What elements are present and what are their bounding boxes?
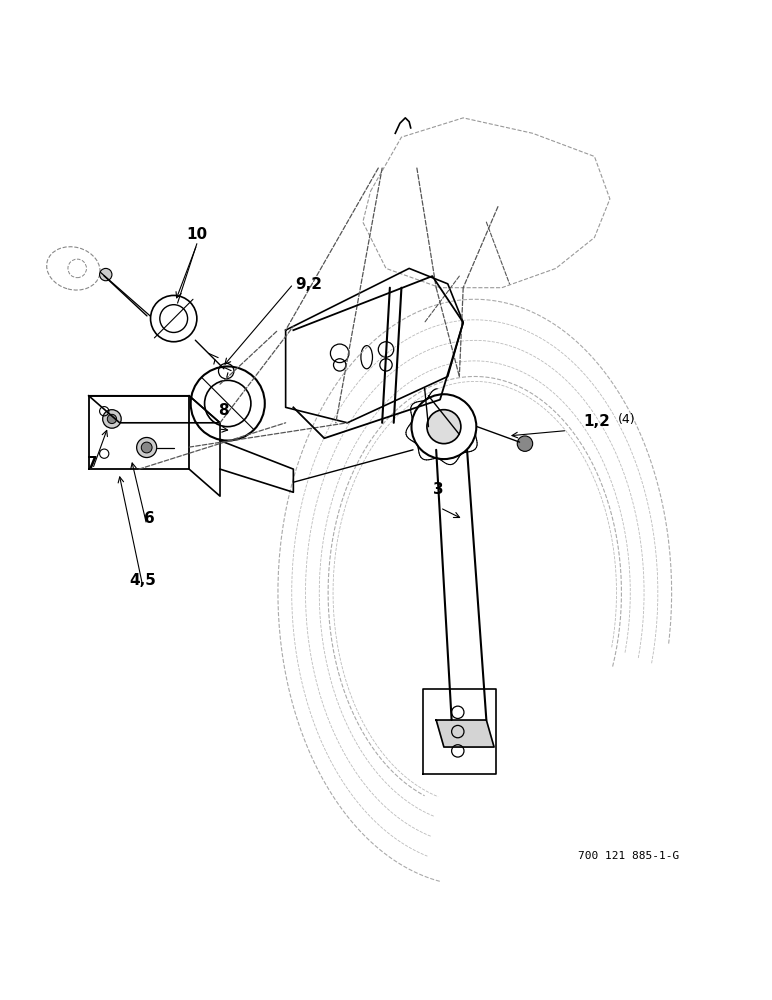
Text: 1,2: 1,2: [584, 414, 611, 429]
Circle shape: [107, 414, 117, 424]
Circle shape: [517, 436, 533, 451]
Circle shape: [137, 437, 157, 458]
Text: 3: 3: [433, 482, 444, 497]
Polygon shape: [436, 720, 494, 747]
Circle shape: [103, 410, 121, 428]
Text: 6: 6: [144, 511, 154, 526]
Text: 700 121 885-1-G: 700 121 885-1-G: [578, 851, 679, 861]
Text: 10: 10: [186, 227, 208, 242]
Text: 4,5: 4,5: [130, 573, 156, 588]
Text: 9,2: 9,2: [296, 277, 322, 292]
Text: (4): (4): [618, 413, 635, 426]
Circle shape: [141, 442, 152, 453]
Text: 7: 7: [87, 456, 98, 471]
Circle shape: [427, 410, 461, 444]
Text: 8: 8: [218, 403, 229, 418]
Circle shape: [100, 268, 112, 281]
